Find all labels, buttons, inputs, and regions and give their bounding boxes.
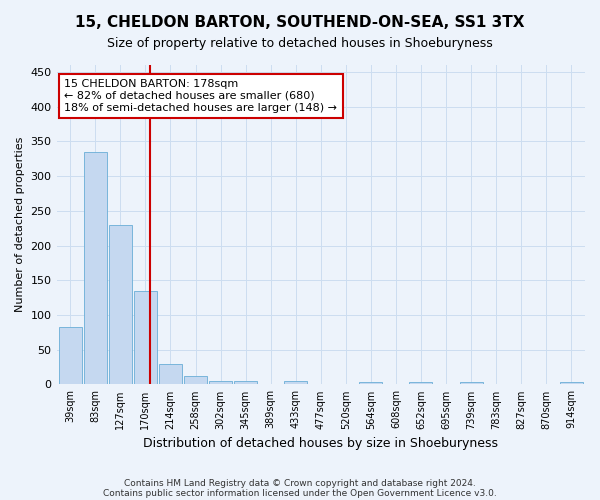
Bar bbox=[159, 364, 182, 384]
Bar bbox=[560, 382, 583, 384]
Bar bbox=[460, 382, 482, 384]
Bar bbox=[184, 376, 207, 384]
Bar bbox=[284, 381, 307, 384]
Text: Contains public sector information licensed under the Open Government Licence v3: Contains public sector information licen… bbox=[103, 488, 497, 498]
X-axis label: Distribution of detached houses by size in Shoeburyness: Distribution of detached houses by size … bbox=[143, 437, 498, 450]
Text: 15, CHELDON BARTON, SOUTHEND-ON-SEA, SS1 3TX: 15, CHELDON BARTON, SOUTHEND-ON-SEA, SS1… bbox=[75, 15, 525, 30]
Bar bbox=[409, 382, 433, 384]
Bar bbox=[134, 290, 157, 384]
Bar bbox=[209, 381, 232, 384]
Y-axis label: Number of detached properties: Number of detached properties bbox=[15, 137, 25, 312]
Bar bbox=[59, 327, 82, 384]
Text: Size of property relative to detached houses in Shoeburyness: Size of property relative to detached ho… bbox=[107, 38, 493, 51]
Text: Contains HM Land Registry data © Crown copyright and database right 2024.: Contains HM Land Registry data © Crown c… bbox=[124, 478, 476, 488]
Text: 15 CHELDON BARTON: 178sqm
← 82% of detached houses are smaller (680)
18% of semi: 15 CHELDON BARTON: 178sqm ← 82% of detac… bbox=[64, 80, 337, 112]
Bar bbox=[234, 381, 257, 384]
Bar bbox=[109, 224, 132, 384]
Bar bbox=[84, 152, 107, 384]
Bar bbox=[359, 382, 382, 384]
